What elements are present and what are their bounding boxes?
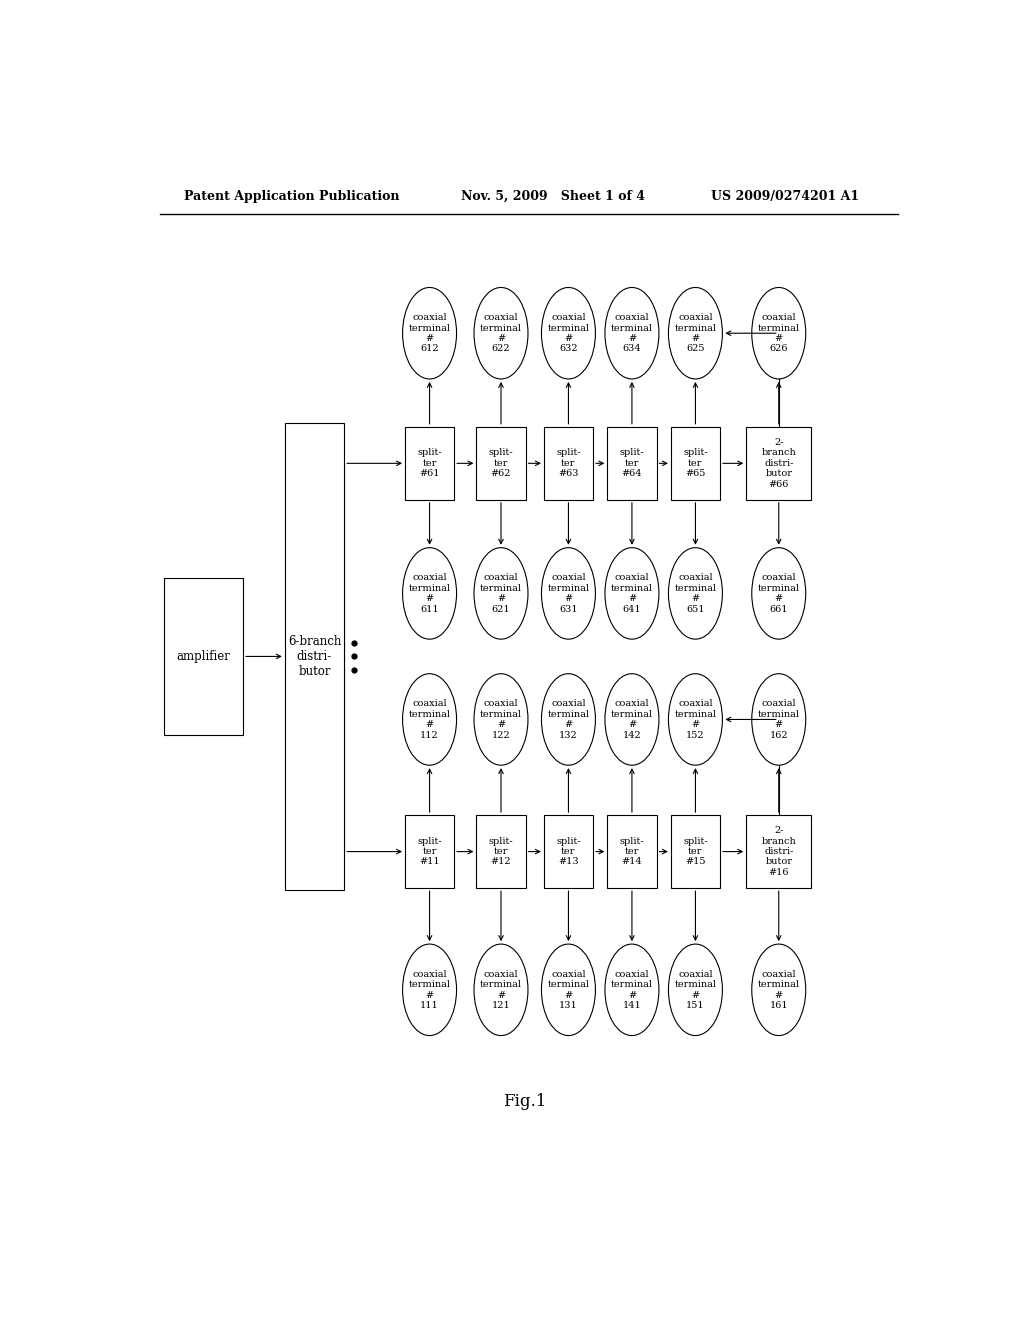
Text: coaxial
terminal
#
111: coaxial terminal # 111 (409, 970, 451, 1010)
Text: split-
ter
#13: split- ter #13 (556, 837, 581, 866)
FancyBboxPatch shape (544, 426, 593, 500)
Text: coaxial
terminal
#
162: coaxial terminal # 162 (758, 700, 800, 739)
Ellipse shape (752, 944, 806, 1036)
Text: Patent Application Publication: Patent Application Publication (183, 190, 399, 202)
Ellipse shape (402, 944, 457, 1036)
FancyBboxPatch shape (476, 426, 525, 500)
Ellipse shape (402, 673, 457, 766)
Ellipse shape (542, 548, 595, 639)
Ellipse shape (752, 673, 806, 766)
Text: split-
ter
#62: split- ter #62 (488, 449, 513, 478)
Ellipse shape (474, 288, 528, 379)
Ellipse shape (752, 288, 806, 379)
Ellipse shape (605, 288, 658, 379)
FancyBboxPatch shape (544, 814, 593, 888)
Ellipse shape (605, 944, 658, 1036)
Text: amplifier: amplifier (176, 649, 230, 663)
Ellipse shape (402, 548, 457, 639)
Ellipse shape (669, 944, 722, 1036)
Text: coaxial
terminal
#
632: coaxial terminal # 632 (548, 313, 590, 354)
Ellipse shape (542, 944, 595, 1036)
Text: coaxial
terminal
#
122: coaxial terminal # 122 (480, 700, 522, 739)
Text: coaxial
terminal
#
631: coaxial terminal # 631 (548, 573, 590, 614)
Ellipse shape (402, 288, 457, 379)
Ellipse shape (605, 673, 658, 766)
Text: coaxial
terminal
#
634: coaxial terminal # 634 (611, 313, 653, 354)
Text: split-
ter
#12: split- ter #12 (488, 837, 513, 866)
FancyBboxPatch shape (404, 814, 455, 888)
Ellipse shape (474, 944, 528, 1036)
Text: coaxial
terminal
#
651: coaxial terminal # 651 (675, 573, 717, 614)
Text: coaxial
terminal
#
121: coaxial terminal # 121 (480, 970, 522, 1010)
FancyBboxPatch shape (746, 426, 811, 500)
FancyBboxPatch shape (404, 426, 455, 500)
Text: coaxial
terminal
#
626: coaxial terminal # 626 (758, 313, 800, 354)
Text: coaxial
terminal
#
141: coaxial terminal # 141 (611, 970, 653, 1010)
FancyBboxPatch shape (476, 814, 525, 888)
Text: coaxial
terminal
#
622: coaxial terminal # 622 (480, 313, 522, 354)
Text: 2-
branch
distri-
butor
#66: 2- branch distri- butor #66 (762, 438, 796, 488)
Text: coaxial
terminal
#
131: coaxial terminal # 131 (548, 970, 590, 1010)
Text: coaxial
terminal
#
132: coaxial terminal # 132 (548, 700, 590, 739)
Text: Nov. 5, 2009   Sheet 1 of 4: Nov. 5, 2009 Sheet 1 of 4 (461, 190, 645, 202)
Text: split-
ter
#15: split- ter #15 (683, 837, 708, 866)
Text: coaxial
terminal
#
611: coaxial terminal # 611 (409, 573, 451, 614)
Text: 6-branch
distri-
butor: 6-branch distri- butor (288, 635, 341, 678)
Text: coaxial
terminal
#
142: coaxial terminal # 142 (611, 700, 653, 739)
Text: coaxial
terminal
#
151: coaxial terminal # 151 (675, 970, 717, 1010)
Text: split-
ter
#61: split- ter #61 (417, 449, 442, 478)
FancyBboxPatch shape (607, 814, 656, 888)
Ellipse shape (542, 673, 595, 766)
Text: coaxial
terminal
#
641: coaxial terminal # 641 (611, 573, 653, 614)
FancyBboxPatch shape (164, 578, 243, 735)
Text: coaxial
terminal
#
161: coaxial terminal # 161 (758, 970, 800, 1010)
Ellipse shape (542, 288, 595, 379)
Ellipse shape (669, 673, 722, 766)
Text: split-
ter
#11: split- ter #11 (417, 837, 442, 866)
Ellipse shape (752, 548, 806, 639)
Text: 2-
branch
distri-
butor
#16: 2- branch distri- butor #16 (762, 826, 796, 876)
Text: US 2009/0274201 A1: US 2009/0274201 A1 (712, 190, 859, 202)
Text: coaxial
terminal
#
621: coaxial terminal # 621 (480, 573, 522, 614)
Text: coaxial
terminal
#
612: coaxial terminal # 612 (409, 313, 451, 354)
FancyBboxPatch shape (607, 426, 656, 500)
Ellipse shape (669, 548, 722, 639)
Text: coaxial
terminal
#
112: coaxial terminal # 112 (409, 700, 451, 739)
Ellipse shape (669, 288, 722, 379)
FancyBboxPatch shape (671, 814, 720, 888)
Text: split-
ter
#64: split- ter #64 (620, 449, 644, 478)
FancyBboxPatch shape (285, 422, 344, 890)
FancyBboxPatch shape (746, 814, 811, 888)
Text: split-
ter
#63: split- ter #63 (556, 449, 581, 478)
Text: split-
ter
#65: split- ter #65 (683, 449, 708, 478)
Text: coaxial
terminal
#
625: coaxial terminal # 625 (675, 313, 717, 354)
Ellipse shape (474, 673, 528, 766)
FancyBboxPatch shape (671, 426, 720, 500)
Ellipse shape (605, 548, 658, 639)
Ellipse shape (474, 548, 528, 639)
Text: Fig.1: Fig.1 (503, 1093, 547, 1110)
Text: split-
ter
#14: split- ter #14 (620, 837, 644, 866)
Text: coaxial
terminal
#
152: coaxial terminal # 152 (675, 700, 717, 739)
Text: coaxial
terminal
#
661: coaxial terminal # 661 (758, 573, 800, 614)
